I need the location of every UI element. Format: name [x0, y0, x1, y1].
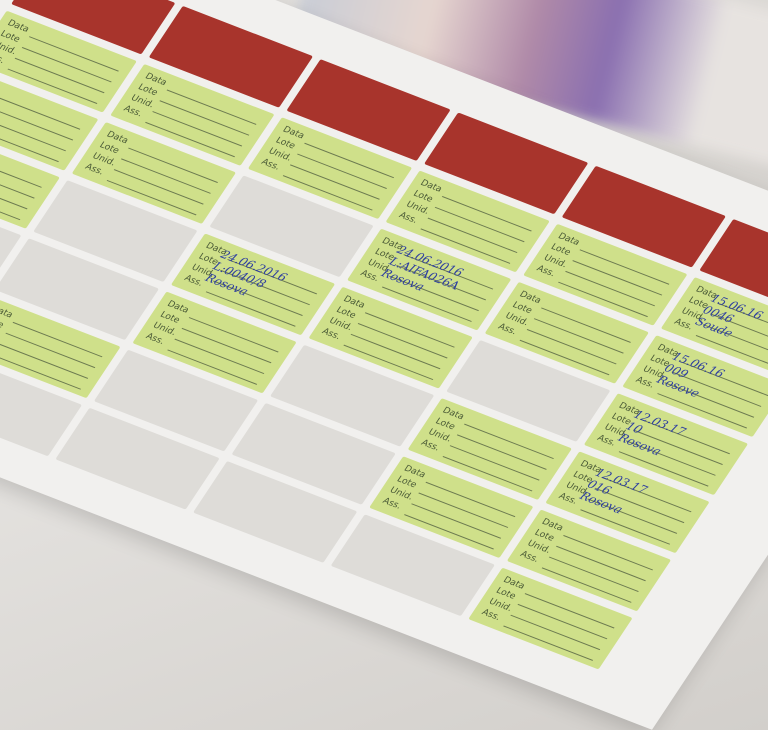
write-line	[0, 94, 81, 130]
field-label: Data	[0, 304, 15, 321]
write-line	[0, 163, 35, 199]
write-line	[503, 625, 594, 661]
